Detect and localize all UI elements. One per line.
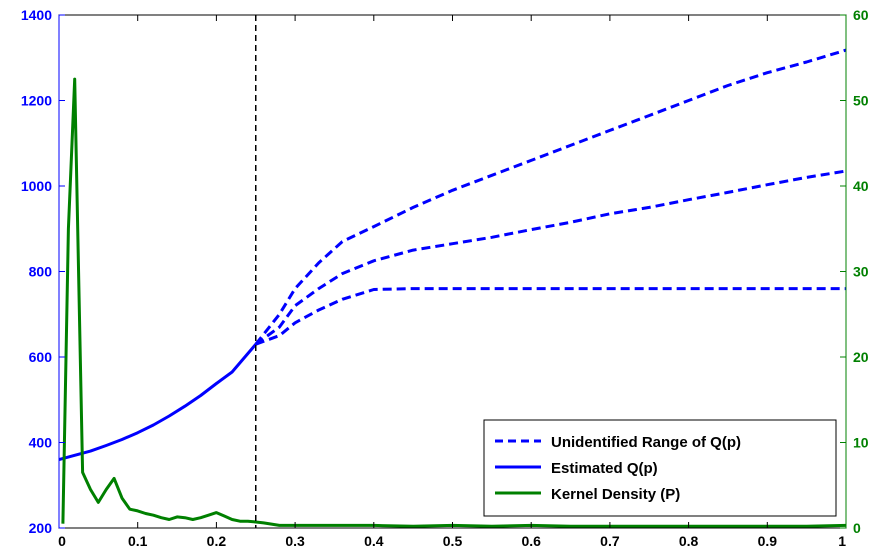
x-tick-label: 0.5	[443, 533, 463, 549]
y-left-tick-label: 800	[29, 264, 53, 280]
x-tick-label: 0.1	[128, 533, 148, 549]
x-tick-label: 1	[838, 533, 846, 549]
legend-label-kernel-density: Kernel Density (P)	[551, 486, 680, 503]
x-tick-label: 0.4	[364, 533, 384, 549]
legend-label-estimated-q: Estimated Q(p)	[551, 460, 658, 477]
x-tick-label: 0.8	[679, 533, 699, 549]
legend: Unidentified Range of Q(p) Estimated Q(p…	[483, 419, 837, 517]
legend-box	[483, 419, 837, 517]
y-right-tick-label: 50	[853, 93, 869, 109]
x-tick-label: 0.2	[207, 533, 227, 549]
chart-marks	[58, 48, 847, 528]
y-left-tick-label: 1200	[21, 93, 52, 109]
x-tick-label: 0.3	[285, 533, 305, 549]
y-left-tick-label: 400	[29, 435, 53, 451]
y-left-tick-label: 200	[29, 520, 53, 536]
y-right-tick-label: 30	[853, 264, 869, 280]
series-line-estimated-q-p-0	[58, 343, 257, 462]
y-left-tick-label: 600	[29, 349, 53, 365]
x-tick-label: 0.6	[521, 533, 541, 549]
y-right-tick-label: 40	[853, 178, 869, 194]
x-tick-label: 0.9	[758, 533, 778, 549]
series-line-kernel-density-p-4	[61, 77, 847, 528]
legend-label-unidentified-range: Unidentified Range of Q(p)	[551, 434, 741, 451]
y-right-tick-label: 10	[853, 435, 869, 451]
y-left-tick-label: 1000	[21, 178, 52, 194]
x-tick-label: 0	[58, 533, 66, 549]
series-line-unidentified-range-of-q-p-2	[254, 169, 847, 346]
y-left-tick-label: 1400	[21, 7, 52, 23]
chart-axes: 0 0.1 0.2 0.3 0.4 0.5 0.6 0.7 0.8 0.9 120040060080…	[21, 7, 869, 549]
y-right-tick-label: 20	[853, 349, 869, 365]
x-tick-label: 0.7	[600, 533, 620, 549]
y-right-tick-label: 0	[853, 520, 861, 536]
y-right-tick-label: 60	[853, 7, 869, 23]
series-line-unidentified-range-of-q-p-3	[255, 287, 846, 346]
